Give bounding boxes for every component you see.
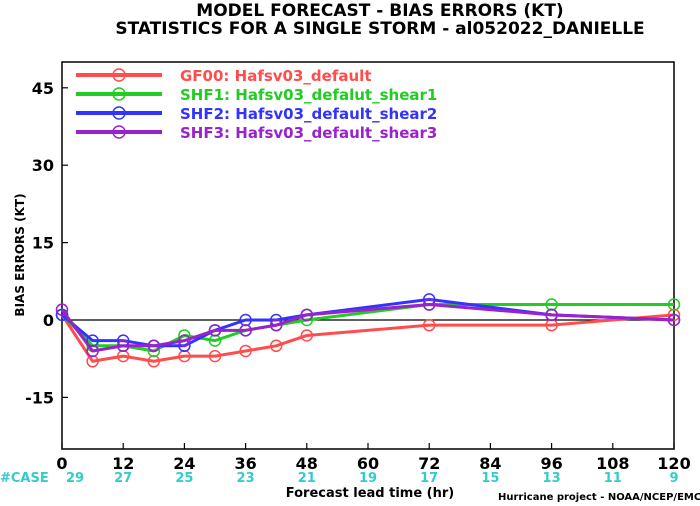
legend-swatch-marker [112, 125, 126, 139]
series-layer [55, 293, 681, 368]
y-tick-label: 30 [32, 156, 54, 175]
x-tick-label: 12 [112, 454, 134, 473]
legend-entry: SHF1: Hafsv03_defalut_shear1 [180, 86, 437, 104]
legend-entry: GF00: Hafsv03_default [180, 67, 371, 85]
case-count: 29 [66, 471, 84, 486]
case-count: 23 [237, 471, 255, 486]
data-point [208, 324, 222, 337]
case-count: 17 [420, 471, 438, 486]
credit-text: Hurricane project - NOAA/NCEP/EMC [498, 492, 700, 503]
data-point [422, 318, 436, 332]
case-count: 21 [298, 471, 316, 486]
chart-subtitle: STATISTICS FOR A SINGLE STORM - al052022… [115, 19, 644, 39]
data-point [208, 349, 222, 363]
case-count: 25 [175, 471, 193, 486]
legend-entry: SHF3: Hafsv03_default_shear3 [180, 124, 437, 142]
x-axis-ticks: 0 12 24 36 48 60 72 84 96 108 120 [56, 443, 691, 473]
case-count: 27 [114, 471, 132, 486]
x-tick-label: 24 [173, 454, 195, 473]
series [55, 308, 681, 368]
data-point [239, 344, 252, 358]
y-tick-label: 45 [32, 79, 54, 98]
case-count: 11 [604, 471, 622, 486]
data-point [300, 329, 314, 342]
data-point [422, 298, 436, 311]
data-point [178, 334, 191, 347]
x-tick-label: 48 [296, 454, 318, 473]
x-tick-label: 84 [479, 454, 501, 473]
x-tick-label: 96 [540, 454, 562, 473]
x-tick-label: 36 [234, 454, 256, 473]
y-tick-label: 0 [43, 311, 54, 330]
data-point [667, 298, 681, 311]
x-tick-label: 60 [357, 454, 379, 473]
x-tick-label: 120 [657, 454, 690, 473]
legend-swatch-marker [112, 87, 126, 101]
series-line [60, 303, 674, 353]
case-count-row: #CASE 29 27 25 23 21 19 17 15 13 11 9 [0, 471, 679, 486]
case-count: 13 [543, 471, 561, 486]
data-point [269, 339, 283, 353]
data-point [116, 339, 130, 353]
data-point [55, 303, 69, 316]
legend-swatch-marker [112, 68, 126, 82]
data-point [239, 324, 252, 337]
chart-title: MODEL FORECAST - BIAS ERRORS (KT) [196, 1, 563, 21]
y-tick-label: 15 [32, 234, 54, 253]
y-axis-label: BIAS ERRORS (KT) [13, 193, 27, 316]
case-label: #CASE [0, 471, 49, 486]
data-point [269, 318, 283, 332]
legend-entry: SHF2: Hafsv03_default_shear2 [180, 105, 437, 123]
x-tick-label: 72 [418, 454, 440, 473]
y-tick-label: -15 [25, 388, 54, 407]
x-tick-label: 0 [56, 454, 67, 473]
data-point [147, 339, 161, 353]
data-point [667, 313, 681, 327]
legend-swatch-marker [112, 106, 126, 120]
series [55, 298, 681, 358]
case-count: 19 [359, 471, 377, 486]
case-count: 15 [481, 471, 499, 486]
x-axis-label: Forecast lead time (hr) [286, 486, 454, 501]
case-count: 9 [669, 471, 678, 486]
data-point [545, 308, 558, 322]
data-point [86, 344, 99, 358]
data-point [300, 308, 314, 322]
series-line [60, 313, 675, 363]
x-tick-label: 108 [596, 454, 629, 473]
